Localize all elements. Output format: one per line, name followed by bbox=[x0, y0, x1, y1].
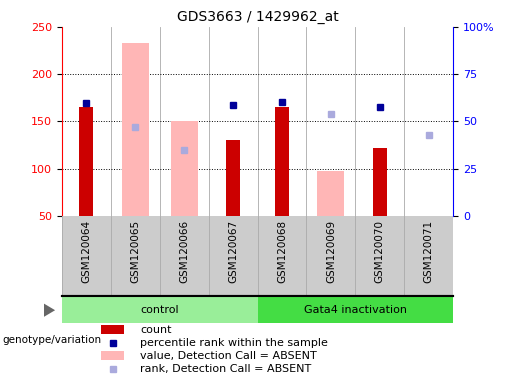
Text: control: control bbox=[140, 305, 179, 315]
Text: GSM120068: GSM120068 bbox=[277, 220, 287, 283]
Text: GSM120067: GSM120067 bbox=[228, 220, 238, 283]
Text: GSM120066: GSM120066 bbox=[179, 220, 189, 283]
Bar bbox=[317, 171, 345, 216]
Text: percentile rank within the sample: percentile rank within the sample bbox=[140, 338, 328, 348]
Polygon shape bbox=[44, 303, 55, 317]
Text: GSM120064: GSM120064 bbox=[81, 220, 91, 283]
Text: rank, Detection Call = ABSENT: rank, Detection Call = ABSENT bbox=[140, 364, 312, 374]
Bar bbox=[258, 298, 453, 323]
Bar bbox=[226, 140, 240, 216]
Bar bbox=[101, 351, 125, 360]
Bar bbox=[101, 325, 125, 334]
Bar bbox=[373, 148, 387, 216]
Bar bbox=[79, 107, 93, 216]
Text: genotype/variation: genotype/variation bbox=[3, 335, 101, 345]
Text: GSM120065: GSM120065 bbox=[130, 220, 140, 283]
Bar bbox=[275, 107, 289, 216]
Bar bbox=[122, 43, 149, 216]
Text: GSM120071: GSM120071 bbox=[424, 220, 434, 283]
Text: GSM120070: GSM120070 bbox=[375, 220, 385, 283]
Bar bbox=[62, 298, 258, 323]
Text: Gata4 inactivation: Gata4 inactivation bbox=[304, 305, 407, 315]
Text: GSM120069: GSM120069 bbox=[326, 220, 336, 283]
Title: GDS3663 / 1429962_at: GDS3663 / 1429962_at bbox=[177, 10, 338, 25]
Bar bbox=[170, 121, 198, 216]
Text: value, Detection Call = ABSENT: value, Detection Call = ABSENT bbox=[140, 351, 317, 361]
Text: count: count bbox=[140, 324, 171, 334]
